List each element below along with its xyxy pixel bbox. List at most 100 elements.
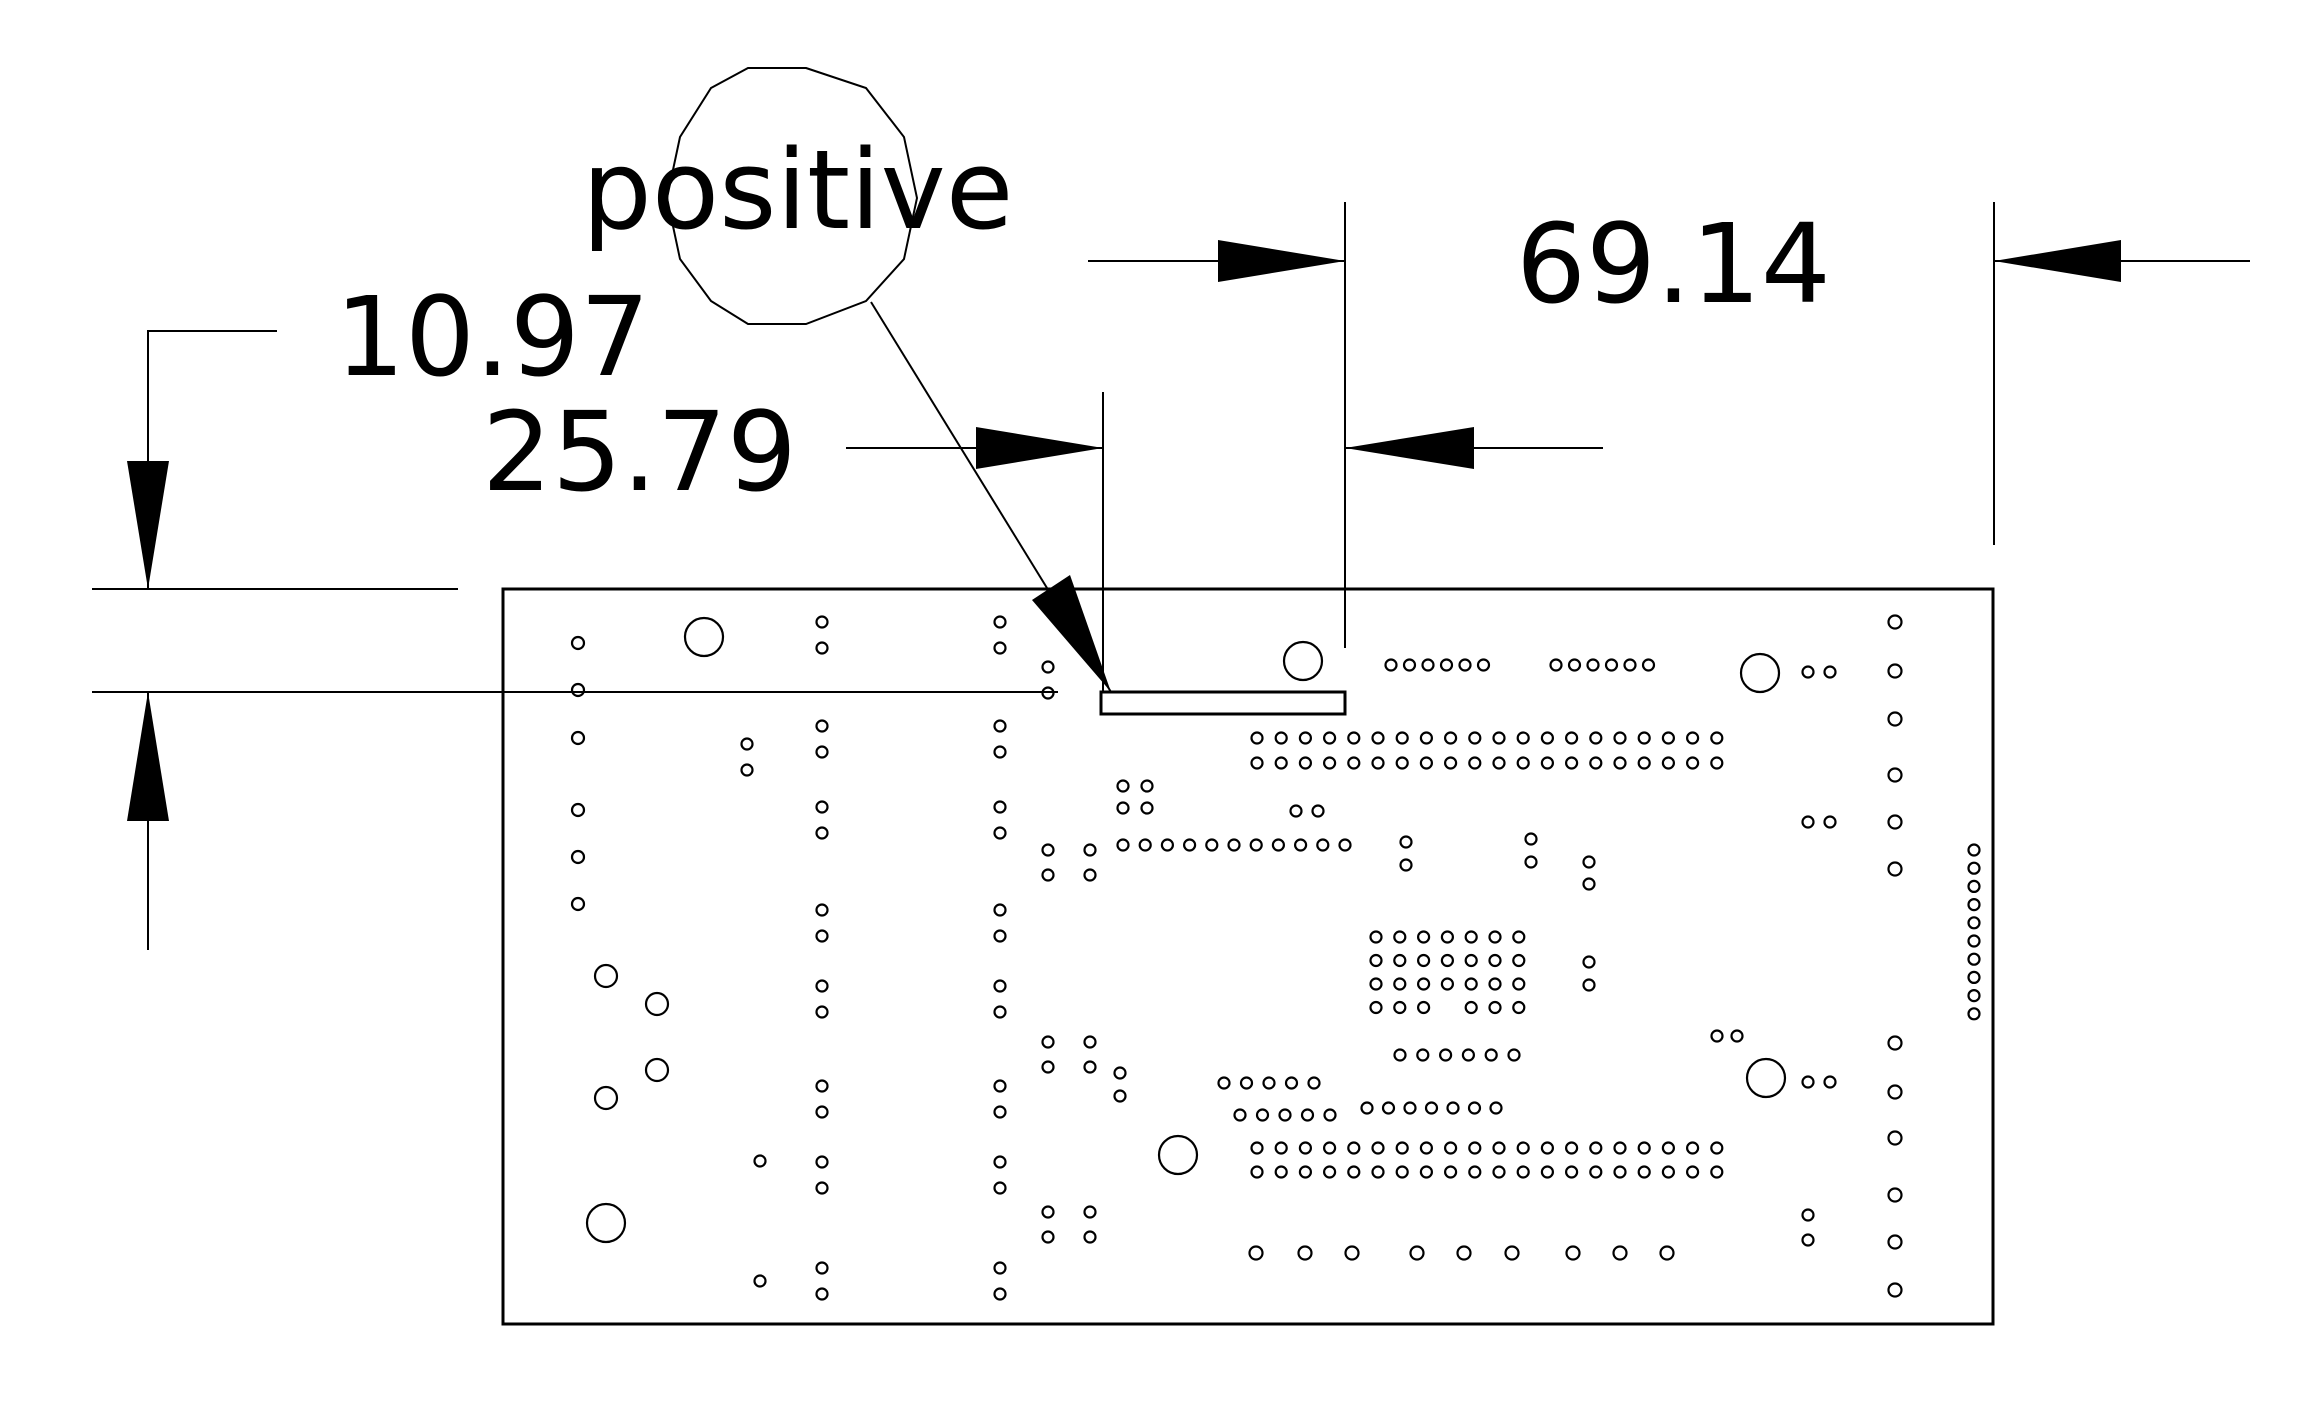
- drill-hole: [1419, 1141, 1434, 1155]
- drill-hole: [1116, 779, 1130, 793]
- drill-hole: [815, 800, 829, 814]
- drill-hole: [1887, 614, 1903, 630]
- drill-hole: [1271, 838, 1286, 852]
- drill-hole: [1586, 658, 1600, 672]
- drill-hole: [1823, 1075, 1837, 1089]
- drill-hole: [1041, 660, 1055, 674]
- drill-hole: [815, 615, 829, 629]
- drill-hole: [1488, 977, 1502, 991]
- drill-hole: [1344, 1245, 1360, 1261]
- drill-hole: [1967, 843, 1981, 857]
- drill-hole: [1419, 731, 1434, 745]
- drill-hole: [1476, 658, 1491, 672]
- drill-hole: [1250, 756, 1264, 770]
- drill-hole: [1540, 756, 1555, 770]
- drill-hole: [1464, 977, 1478, 991]
- drill-hole: [1083, 1230, 1097, 1244]
- dimension-vertical: 10.97: [92, 273, 1058, 950]
- drill-hole: [1564, 1141, 1579, 1155]
- drill-hole: [1255, 1108, 1270, 1122]
- drill-hole: [1801, 1075, 1815, 1089]
- drill-hole: [1492, 756, 1506, 770]
- drill-hole: [1661, 756, 1676, 770]
- drill-hole: [1464, 930, 1478, 944]
- drill-hole: [1489, 1101, 1503, 1115]
- drill-hole: [1524, 832, 1538, 846]
- drill-hole: [1347, 756, 1361, 770]
- drill-hole: [815, 641, 829, 655]
- dimension-horizontal-offset: 25.79: [482, 202, 1603, 692]
- drill-hole: [570, 896, 586, 912]
- drill-hole: [993, 1005, 1007, 1019]
- drill-hole: [1659, 1245, 1675, 1261]
- drill-hole: [1250, 1141, 1264, 1155]
- drill-hole: [1347, 1141, 1361, 1155]
- dimension-value-horizontal: 25.79: [482, 388, 797, 516]
- drill-hole: [1289, 804, 1303, 818]
- drill-hole: [1041, 1205, 1055, 1219]
- drill-hole: [1887, 1130, 1903, 1146]
- drill-hole: [1613, 1165, 1627, 1179]
- arrowhead-right-outer: [1218, 240, 1345, 282]
- drill-hole: [1395, 1141, 1409, 1155]
- drill-hole: [1140, 801, 1154, 815]
- drill-hole: [1488, 930, 1502, 944]
- drill-hole: [1182, 838, 1197, 852]
- drill-hole: [1250, 1165, 1264, 1179]
- drill-hole: [753, 1154, 767, 1168]
- drill-hole: [1623, 658, 1637, 672]
- callout-label: positive: [582, 126, 1013, 254]
- callout-circle: [665, 67, 919, 325]
- dimension-value-vertical: 10.97: [335, 273, 650, 401]
- drill-hole: [1416, 1048, 1430, 1062]
- drill-hole: [1402, 658, 1417, 672]
- drill-hole: [1083, 1035, 1097, 1049]
- drill-hole: [1589, 1165, 1603, 1179]
- drill-hole: [993, 929, 1007, 943]
- drill-hole: [1440, 977, 1455, 991]
- drill-hole: [1113, 1089, 1127, 1103]
- mounting-hole: [1282, 640, 1324, 682]
- drill-hole: [1384, 658, 1398, 672]
- drill-hole: [1887, 1084, 1903, 1100]
- drill-hole: [1540, 731, 1555, 745]
- drill-hole: [1801, 665, 1815, 679]
- drill-hole: [1250, 731, 1264, 745]
- drill-hole: [1801, 1233, 1815, 1247]
- drill-hole: [570, 802, 586, 818]
- drill-hole: [1564, 1165, 1579, 1179]
- drill-hole: [1582, 978, 1596, 992]
- drill-hole: [1637, 731, 1651, 745]
- drill-hole: [1443, 756, 1458, 770]
- drill-hole: [1298, 756, 1313, 770]
- drill-hole: [1416, 977, 1431, 991]
- drill-hole: [1516, 756, 1530, 770]
- drill-hole: [1307, 1076, 1321, 1090]
- drill-hole: [1338, 838, 1352, 852]
- drill-hole: [993, 1287, 1007, 1301]
- drill-hole: [1421, 658, 1435, 672]
- drill-hole: [1205, 838, 1219, 852]
- drill-hole: [1468, 1141, 1482, 1155]
- drill-hole: [815, 719, 829, 733]
- drill-hole: [993, 1079, 1007, 1093]
- drill-hole: [1440, 953, 1455, 968]
- drill-hole: [815, 1079, 829, 1093]
- medium-hole: [593, 1085, 619, 1111]
- drill-hole: [1613, 731, 1627, 745]
- drill-hole: [1439, 658, 1454, 672]
- drill-hole: [1887, 711, 1903, 727]
- drill-hole: [1440, 930, 1455, 944]
- drill-hole: [1371, 1141, 1385, 1155]
- drill-hole: [1456, 1245, 1472, 1261]
- drill-hole: [1504, 1245, 1520, 1261]
- drill-hole: [1323, 1108, 1337, 1122]
- drill-hole: [1239, 1076, 1254, 1090]
- arrowhead-right: [976, 427, 1103, 469]
- drill-hole: [1393, 1000, 1407, 1015]
- drill-hole: [1613, 756, 1627, 770]
- drill-hole: [1516, 1165, 1530, 1179]
- drill-hole: [1512, 930, 1526, 944]
- drill-hole: [1710, 756, 1724, 770]
